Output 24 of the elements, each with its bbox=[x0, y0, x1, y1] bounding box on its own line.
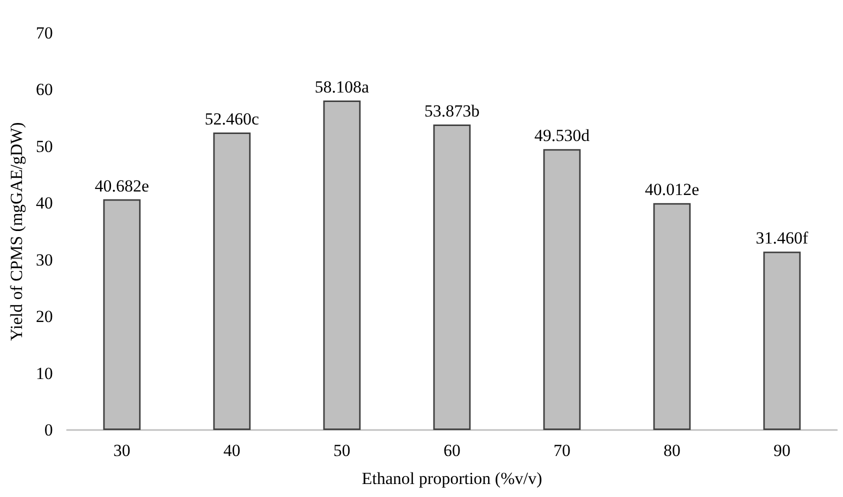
data-label: 40.012e bbox=[644, 180, 700, 200]
y-axis-title: Yield of CPMS (mgGAE/gDW) bbox=[7, 122, 26, 341]
data-label: 31.460f bbox=[756, 228, 809, 248]
y-tick-label: 50 bbox=[36, 136, 53, 156]
data-label: 58.108a bbox=[314, 77, 370, 96]
x-tick-label: 70 bbox=[553, 441, 570, 460]
y-tick-label: 30 bbox=[36, 250, 53, 270]
y-tick-label: 10 bbox=[36, 364, 53, 383]
x-tick-label: 40 bbox=[223, 441, 240, 460]
x-tick-label: 30 bbox=[113, 441, 130, 460]
x-axis-title: Ethanol proportion (%v/v) bbox=[362, 469, 542, 488]
y-tick-label: 60 bbox=[36, 80, 53, 100]
x-tick-label: 60 bbox=[443, 441, 460, 460]
data-label: 53.873b bbox=[424, 101, 480, 120]
x-tick-label: 80 bbox=[663, 441, 680, 460]
y-tick-label: 70 bbox=[36, 24, 53, 42]
y-tick-label: 40 bbox=[36, 194, 53, 213]
y-tick-label: 0 bbox=[44, 420, 53, 440]
x-tick-label: 90 bbox=[773, 441, 790, 460]
x-tick-label: 50 bbox=[333, 441, 350, 460]
data-label: 49.530d bbox=[534, 126, 590, 146]
y-tick-label: 20 bbox=[36, 307, 53, 326]
data-label: 40.682e bbox=[94, 176, 150, 196]
data-label: 52.460c bbox=[204, 109, 260, 128]
